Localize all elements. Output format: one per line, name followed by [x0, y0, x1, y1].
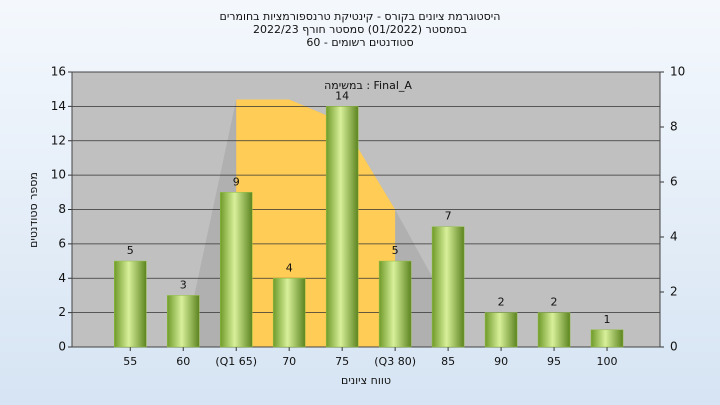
y-tick-label: 0: [58, 340, 66, 354]
chart-title: היסטוגרמת ציונים בקורס - קינטיקת טרנספור…: [220, 10, 501, 23]
value-label: 4: [286, 261, 293, 274]
bar: [484, 312, 518, 348]
y-tick-label: 6: [58, 236, 66, 250]
x-tick-label: 85: [441, 355, 455, 368]
y-tick-label: 2: [58, 305, 66, 319]
value-label: 3: [180, 278, 187, 291]
plot-border: [71, 71, 661, 348]
x-tick-label: 90: [494, 355, 508, 368]
value-label: 1: [604, 313, 611, 326]
bar: [431, 226, 465, 348]
value-label: 2: [551, 296, 558, 309]
bar: [590, 329, 624, 348]
bar: [325, 106, 359, 348]
value-label: 5: [127, 244, 134, 257]
y2-tick-label: 4: [670, 230, 678, 244]
bar: [166, 295, 200, 348]
y-tick-label: 14: [51, 99, 66, 113]
value-label: 2: [498, 296, 505, 309]
bar: [219, 192, 253, 348]
y-tick-label: 12: [51, 133, 66, 147]
x-axis-label: טווח ציונים: [341, 374, 391, 387]
y-tick-label: 8: [58, 202, 66, 216]
y-tick-label: 4: [58, 271, 66, 285]
y2-tick-label: 8: [670, 120, 678, 134]
x-tick-label: 100: [597, 355, 618, 368]
value-label: 14: [335, 89, 349, 102]
x-tick-label: 75: [335, 355, 349, 368]
value-label: 7: [445, 210, 452, 223]
bar: [537, 312, 571, 348]
chart-subtitle: בסמסטר (01/2022) סמסטר חורף 2022/23: [253, 23, 467, 36]
chart-subtitle: סטודנטים רשומים - 60: [306, 36, 413, 49]
y-axis-label: מספר סטודנטים: [27, 172, 40, 248]
bar: [378, 260, 412, 348]
value-label: 5: [392, 244, 399, 257]
x-tick-label: 55: [123, 355, 137, 368]
x-tick-label: (Q1 65): [215, 355, 257, 368]
y-tick-label: 16: [51, 65, 66, 79]
x-tick-label: 95: [547, 355, 561, 368]
x-tick-label: (Q3 80): [374, 355, 416, 368]
annotation: במשימה : Final_A: [324, 79, 412, 92]
y2-tick-label: 6: [670, 175, 678, 189]
bar: [114, 260, 147, 348]
x-tick-label: 60: [176, 355, 190, 368]
y2-tick-label: 2: [670, 285, 678, 299]
y2-tick-label: 10: [670, 65, 685, 79]
value-label: 9: [233, 175, 240, 188]
y-tick-label: 10: [51, 168, 66, 182]
bar: [272, 278, 306, 348]
x-tick-label: 70: [282, 355, 296, 368]
y2-tick-label: 0: [670, 340, 678, 354]
